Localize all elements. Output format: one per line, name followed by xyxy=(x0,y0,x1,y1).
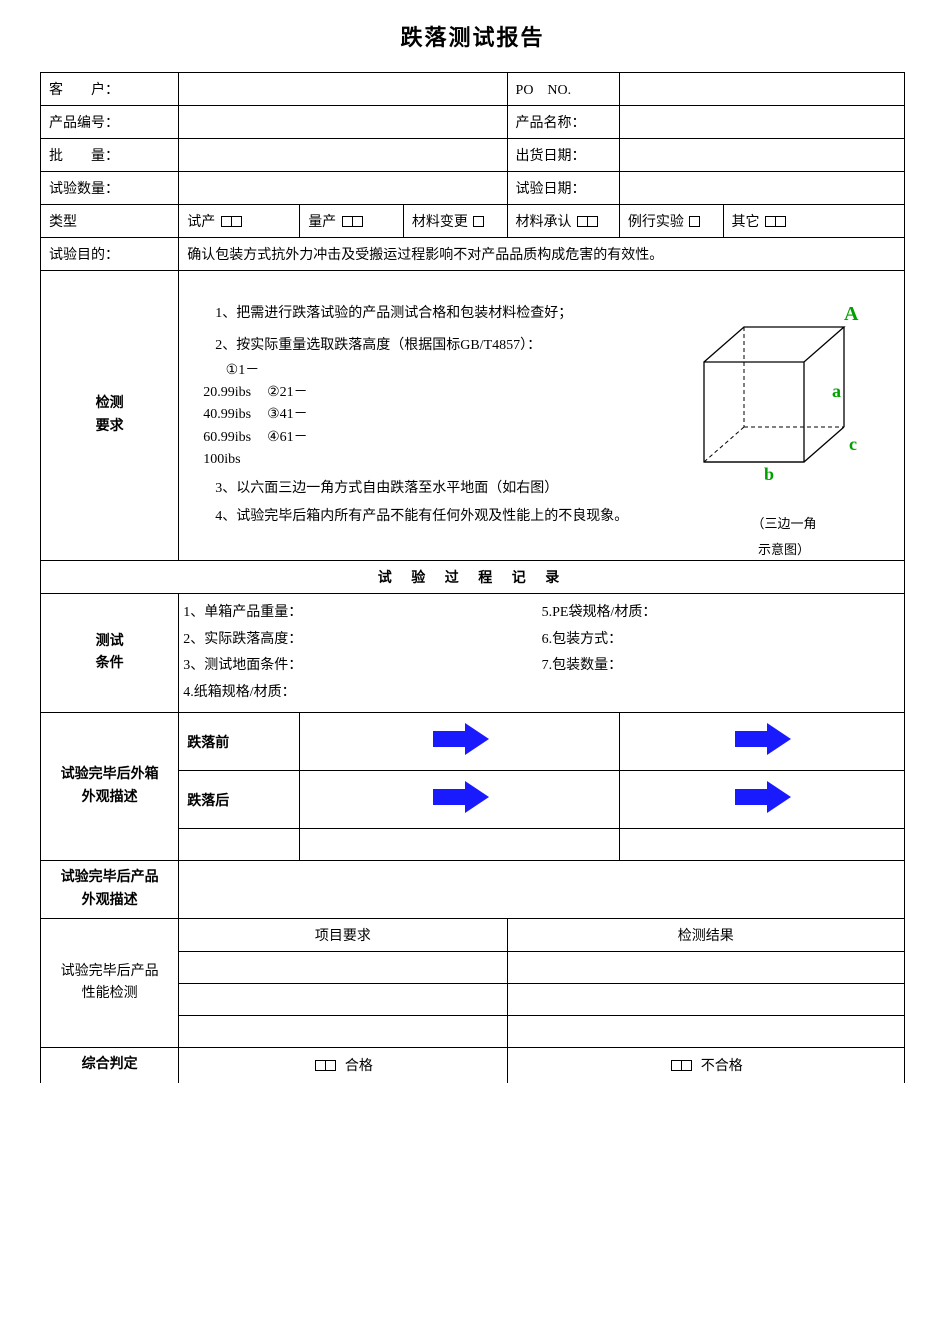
po-value[interactable] xyxy=(619,73,904,106)
type-label: 类型 xyxy=(41,205,179,238)
svg-text:b: b xyxy=(764,464,774,484)
box-appearance-label: 试验完毕后外箱外观描述 xyxy=(41,713,179,861)
perf-result-header: 检测结果 xyxy=(507,919,904,952)
perf-req-2[interactable] xyxy=(179,984,507,1016)
conditions-label: 测试条件 xyxy=(41,594,179,713)
requirements-body: 1、把需进行跌落试验的产品测试合格和包装材料检查好； 2、按实际重量选取跌落高度… xyxy=(179,292,904,540)
report-table: 客 户： PO NO. 产品编号： 产品名称： 批 量： 出货日期： 试验数量：… xyxy=(40,72,905,1083)
arrow-cell-4 xyxy=(619,771,904,829)
test-qty-label: 试验数量： xyxy=(41,172,179,205)
perf-req-header: 项目要求 xyxy=(179,919,507,952)
product-name-label: 产品名称： xyxy=(507,106,619,139)
type-mass[interactable]: 量产 xyxy=(300,205,404,238)
ship-date-label: 出货日期： xyxy=(507,139,619,172)
judgement-fail[interactable]: 不合格 xyxy=(507,1048,904,1083)
type-material-change[interactable]: 材料变更 xyxy=(403,205,507,238)
purpose-text: 确认包装方式抗外力冲击及受搬运过程影响不对产品品质构成危害的有效性。 xyxy=(179,238,905,271)
test-date-label: 试验日期： xyxy=(507,172,619,205)
batch-value[interactable] xyxy=(179,139,507,172)
customer-label: 客 户： xyxy=(41,73,179,106)
arrow-right-icon xyxy=(425,719,495,759)
arrow-right-icon xyxy=(425,777,495,817)
performance-label: 试验完毕后产品性能检测 xyxy=(41,919,179,1048)
product-no-label: 产品编号： xyxy=(41,106,179,139)
product-name-value[interactable] xyxy=(619,106,904,139)
test-date-value[interactable] xyxy=(619,172,904,205)
arrow-cell-1 xyxy=(300,713,620,771)
type-trial[interactable]: 试产 xyxy=(179,205,300,238)
before-drop-label: 跌落前 xyxy=(179,713,300,771)
type-routine[interactable]: 例行实验 xyxy=(619,205,723,238)
svg-text:c: c xyxy=(849,434,857,454)
product-no-value[interactable] xyxy=(179,106,507,139)
type-other[interactable]: 其它 xyxy=(723,205,904,238)
report-title: 跌落测试报告 xyxy=(40,20,905,52)
perf-req-3[interactable] xyxy=(179,1016,507,1048)
arrow-cell-2 xyxy=(619,713,904,771)
after-drop-label: 跌落后 xyxy=(179,771,300,829)
ship-date-value[interactable] xyxy=(619,139,904,172)
box-appearance-blank-2[interactable] xyxy=(300,829,620,861)
arrow-cell-3 xyxy=(300,771,620,829)
perf-result-2[interactable] xyxy=(507,984,904,1016)
purpose-label: 试验目的： xyxy=(41,238,179,271)
box-appearance-blank-1[interactable] xyxy=(179,829,300,861)
judgement-pass[interactable]: 合格 xyxy=(179,1048,507,1083)
cube-icon: A a b c xyxy=(684,302,884,502)
perf-req-1[interactable] xyxy=(179,952,507,984)
perf-result-3[interactable] xyxy=(507,1016,904,1048)
cube-diagram: A a b c （三边一角示意图） xyxy=(684,302,884,563)
svg-text:a: a xyxy=(832,381,841,401)
po-label: PO NO. xyxy=(507,73,619,106)
test-qty-value[interactable] xyxy=(179,172,507,205)
type-material-approve[interactable]: 材料承认 xyxy=(507,205,619,238)
box-appearance-blank-3[interactable] xyxy=(619,829,904,861)
requirements-label: 检测要求 xyxy=(41,271,179,561)
product-appearance-label: 试验完毕后产品外观描述 xyxy=(41,861,179,919)
svg-text:A: A xyxy=(844,303,859,325)
process-section-title: 试 验 过 程 记 录 xyxy=(41,561,905,594)
product-appearance-value[interactable] xyxy=(179,861,905,919)
arrow-right-icon xyxy=(727,719,797,759)
batch-label: 批 量： xyxy=(41,139,179,172)
perf-result-1[interactable] xyxy=(507,952,904,984)
customer-value[interactable] xyxy=(179,73,507,106)
conditions-body: 1、单箱产品重量： 2、实际跌落高度： 3、测试地面条件： 4.纸箱规格/材质：… xyxy=(179,594,904,712)
judgement-label: 综合判定 xyxy=(41,1048,179,1083)
arrow-right-icon xyxy=(727,777,797,817)
